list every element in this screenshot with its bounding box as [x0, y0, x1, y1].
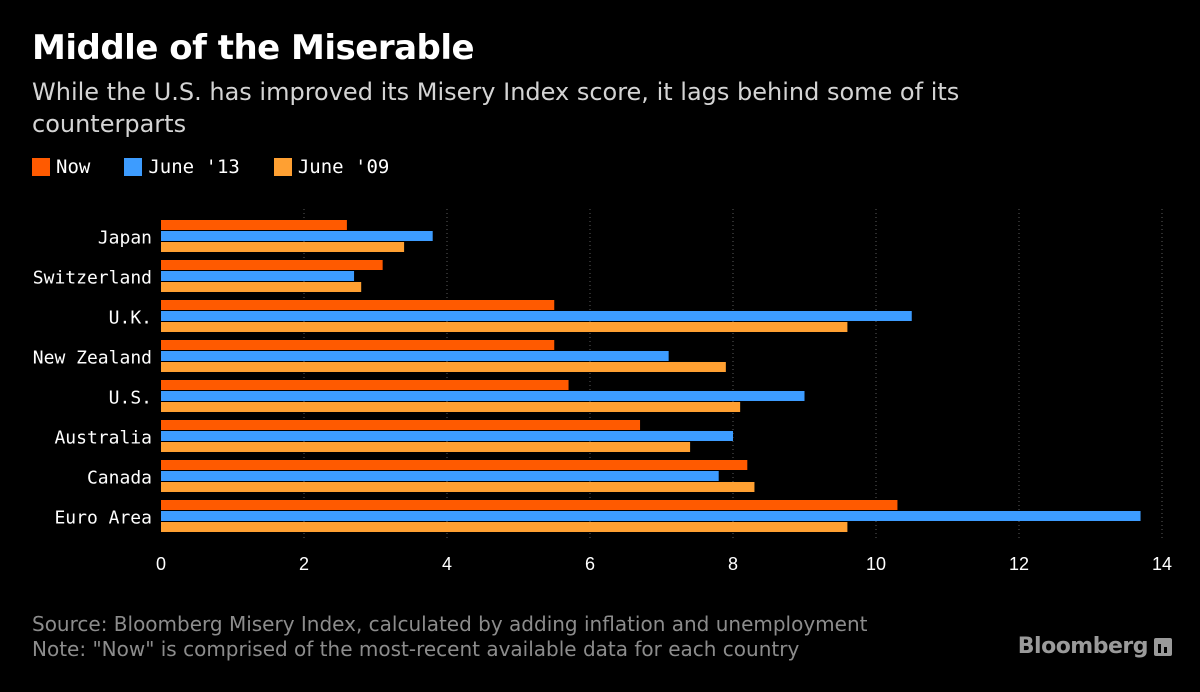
data-note: Note: "Now" is comprised of the most-rec…	[32, 637, 800, 661]
legend-item-now: Now	[32, 156, 90, 178]
footer: Source: Bloomberg Misery Index, calculat…	[32, 612, 868, 662]
legend-swatch-june-09	[273, 158, 292, 176]
bar-japan-now	[161, 220, 347, 230]
legend-item-june-09: June '09	[273, 156, 390, 178]
bar-euro-area-june-13	[161, 511, 1141, 521]
y-category-label-japan: Japan	[98, 228, 152, 249]
bar-japan-june-13	[161, 231, 433, 241]
bar-u-s-june-09	[161, 402, 741, 412]
bar-switzerland-june-09	[161, 282, 362, 292]
bar-australia-now	[161, 420, 641, 430]
x-tick-label-12: 12	[1009, 554, 1029, 574]
y-category-label-new-zealand: New Zealand	[33, 348, 152, 369]
x-tick-label-4: 4	[442, 554, 452, 574]
y-category-label-u-s: U.S.	[109, 388, 152, 409]
y-category-label-euro-area: Euro Area	[54, 508, 152, 529]
legend-swatch-june-13	[124, 158, 143, 176]
x-tick-label-2: 2	[299, 554, 309, 574]
bar-japan-june-09	[161, 242, 405, 252]
legend: Now June '13 June '09	[32, 156, 423, 178]
brand-name: Bloomberg	[1017, 634, 1149, 659]
chart-subtitle: While the U.S. has improved its Misery I…	[32, 78, 960, 138]
bar-u-k-june-09	[161, 322, 848, 332]
bar-switzerland-now	[161, 260, 383, 270]
bar-new-zealand-june-13	[161, 351, 669, 361]
legend-label-june-09: June '09	[297, 156, 390, 178]
bar-switzerland-june-13	[161, 271, 355, 281]
source-note: Source: Bloomberg Misery Index, calculat…	[32, 612, 868, 636]
bar-new-zealand-june-09	[161, 362, 726, 372]
bar-euro-area-june-09	[161, 522, 848, 532]
y-category-label-switzerland: Switzerland	[33, 268, 152, 289]
y-category-label-canada: Canada	[87, 468, 152, 489]
legend-label-june-13: June '13	[148, 156, 240, 178]
legend-item-june-13: June '13	[124, 156, 240, 178]
bar-australia-june-13	[161, 431, 733, 441]
bar-u-k-now	[161, 300, 555, 310]
bar-canada-june-13	[161, 471, 719, 481]
x-tick-label-6: 6	[585, 554, 595, 574]
bar-u-s-now	[161, 380, 569, 390]
bloomberg-logo: Bloomberg	[1018, 634, 1172, 659]
legend-swatch-now	[32, 158, 50, 176]
legend-label-now: Now	[56, 156, 91, 178]
x-tick-label-8: 8	[728, 554, 738, 574]
y-category-label-australia: Australia	[54, 428, 152, 449]
bar-canada-now	[161, 460, 748, 470]
bar-euro-area-now	[161, 500, 898, 510]
bloomberg-chart-icon	[1154, 637, 1172, 656]
bar-u-s-june-13	[161, 391, 805, 401]
x-tick-label-14: 14	[1152, 554, 1172, 574]
bar-u-k-june-13	[161, 311, 912, 321]
x-tick-label-10: 10	[866, 554, 886, 574]
chart-title: Middle of the Miserable	[32, 28, 475, 68]
bar-new-zealand-now	[161, 340, 555, 350]
bar-australia-june-09	[161, 442, 691, 452]
bar-canada-june-09	[161, 482, 755, 492]
bar-chart: 0 2 4 6 8 10 12 14 Japan Switzerland U.K. New Zeala…	[33, 209, 1172, 574]
y-category-label-u-k: U.K.	[109, 308, 152, 329]
x-tick-label-0: 0	[156, 554, 166, 574]
